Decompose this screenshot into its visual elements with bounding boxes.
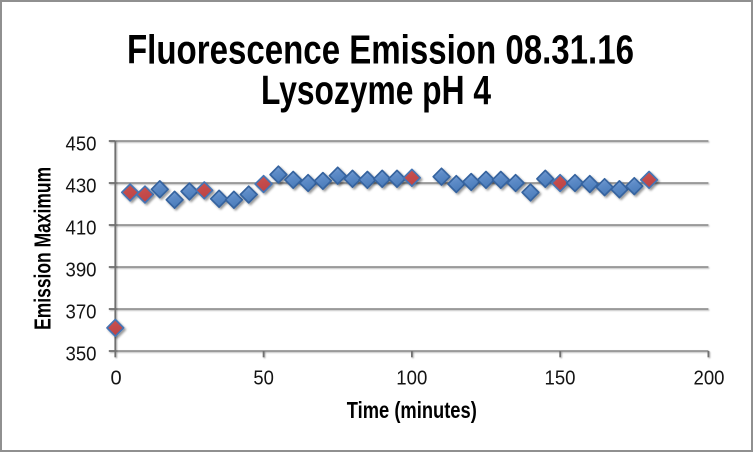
svg-text:450: 450 [66, 134, 97, 156]
svg-text:390: 390 [66, 260, 97, 282]
svg-text:150: 150 [545, 368, 576, 390]
svg-text:370: 370 [66, 302, 97, 324]
svg-text:430: 430 [66, 176, 97, 198]
svg-text:50: 50 [253, 368, 274, 390]
svg-text:Time (minutes): Time (minutes) [347, 397, 477, 423]
svg-text:0: 0 [110, 368, 121, 390]
svg-text:Fluorescence Emission 08.31.16: Fluorescence Emission 08.31.16 [127, 27, 634, 73]
svg-text:200: 200 [694, 368, 725, 390]
svg-text:350: 350 [66, 344, 97, 366]
svg-text:100: 100 [396, 368, 427, 390]
svg-text:Emission Maximum: Emission Maximum [30, 167, 56, 330]
svg-text:410: 410 [66, 218, 97, 240]
svg-text:Lysozyme pH 4: Lysozyme pH 4 [261, 67, 491, 113]
